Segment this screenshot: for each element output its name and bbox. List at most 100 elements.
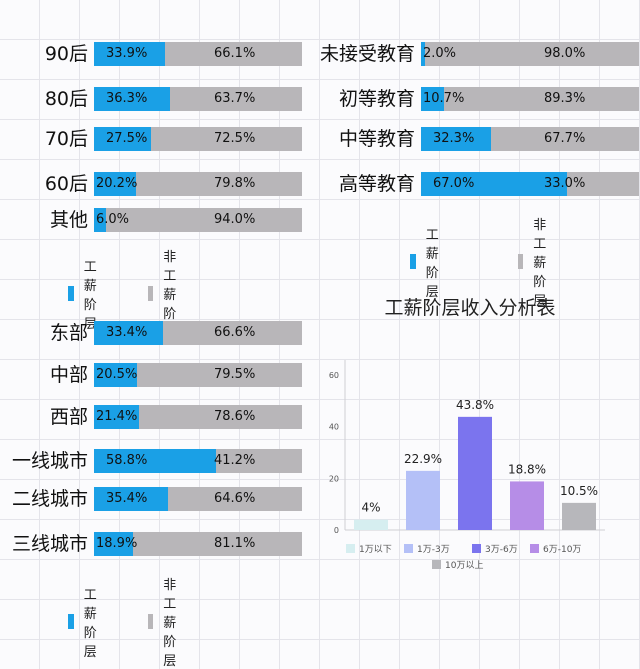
bar-segment-pay: [94, 532, 134, 556]
bar-segment-non: [106, 208, 302, 232]
bar-value-non: 66.1%: [214, 46, 256, 61]
stacked-bar: 21.4% 78.6%: [94, 405, 302, 429]
region-legend: 工薪阶层 非工薪阶层: [68, 574, 188, 669]
bar-value-non: 98.0%: [544, 46, 586, 61]
bar-segment-non: [151, 127, 302, 151]
education-legend: 工薪阶层 非工薪阶层: [410, 214, 558, 309]
bar-segment-pay: [94, 405, 139, 429]
stacked-bar: 20.2% 79.8%: [94, 172, 302, 196]
legend-swatch-non: [147, 286, 154, 301]
stacked-bar: 2.0% 98.0%: [421, 42, 639, 66]
legend-label-non: 非工薪阶层: [163, 578, 177, 669]
bar-segment-non: [425, 42, 639, 66]
income-legend-swatch: [404, 544, 413, 553]
bar-segment-non: [491, 127, 639, 151]
income-chart: 0 20 40 60 4% 22.9% 43.8% 18.8% 10.5% 1万以下 1万-3万 3万…: [329, 360, 605, 571]
income-chart-title: 工薪阶层收入分析表: [384, 297, 556, 319]
income-legend-label: 1万-3万: [417, 545, 450, 555]
bar-value-pay: 35.4%: [106, 491, 148, 506]
bar-value-pay: 10.7%: [423, 91, 465, 106]
bar-segment-pay: [421, 127, 492, 151]
legend-label-pay: 工薪阶层: [83, 587, 97, 660]
income-bar-value: 18.8%: [508, 462, 546, 476]
bar-segment-non: [136, 172, 302, 196]
bar-segment-pay: [94, 487, 168, 511]
bar-segment-pay: [94, 42, 165, 66]
income-bar: [562, 502, 596, 530]
bar-row: 90后 33.9% 66.1%: [45, 42, 302, 66]
bar-segment-pay: [94, 127, 152, 151]
bar-row: 其他 6.0% 94.0%: [50, 208, 302, 232]
row-label: 东部: [49, 322, 88, 344]
row-label: 中部: [49, 364, 88, 386]
bar-segment-pay: [94, 87, 170, 111]
row-label: 未接受教育: [319, 43, 415, 65]
bar-segment-pay: [421, 87, 445, 111]
bar-row: 东部 33.4% 66.6%: [50, 321, 302, 345]
bar-value-pay: 18.9%: [96, 536, 138, 551]
stacked-bar: 33.9% 66.1%: [94, 42, 302, 66]
income-bar: [406, 470, 440, 530]
bar-row: 二线城市 35.4% 64.6%: [12, 487, 302, 511]
bar-row: 高等教育 67.0% 33.0%: [339, 172, 639, 196]
income-bar-value: 10.5%: [560, 484, 598, 498]
stacked-bar: 27.5% 72.5%: [94, 127, 302, 151]
bar-row: 中部 20.5% 79.5%: [50, 363, 302, 387]
row-label: 90后: [44, 43, 88, 65]
bar-value-non: 89.3%: [544, 91, 586, 106]
income-legend-label: 6万-10万: [543, 545, 581, 555]
income-bar: [354, 519, 388, 530]
bar-segment-pay: [94, 449, 217, 473]
income-legend-swatch: [530, 544, 539, 553]
income-legend-swatch: [472, 544, 481, 553]
bar-value-non: 94.0%: [214, 212, 256, 227]
bar-row: 60后 20.2% 79.8%: [45, 172, 302, 196]
stacked-bar: 20.5% 79.5%: [94, 363, 302, 387]
bar-segment-pay: [421, 42, 426, 66]
bar-value-non: 41.2%: [214, 453, 256, 468]
bar-segment-non: [138, 405, 302, 429]
legend-swatch-non: [147, 614, 154, 629]
y-tick-label: 20: [329, 474, 339, 483]
bar-segment-non: [444, 87, 639, 111]
bar-segment-non: [163, 321, 302, 345]
income-legend-swatch: [346, 544, 355, 553]
income-legend-label: 10万以上: [445, 560, 483, 571]
bar-segment-non: [167, 487, 302, 511]
stacked-bar: 58.8% 41.2%: [94, 449, 302, 473]
bar-segment-pay: [94, 172, 137, 196]
bar-segment-non: [164, 42, 302, 66]
bar-segment-non: [133, 532, 302, 556]
bar-value-pay: 20.2%: [96, 176, 138, 191]
row-label: 60后: [44, 173, 88, 195]
bar-value-pay: 33.9%: [106, 46, 148, 61]
bar-segment-pay: [94, 208, 107, 232]
bar-value-non: 81.1%: [214, 536, 256, 551]
stacked-bar: 18.9% 81.1%: [94, 532, 302, 556]
bar-segment-non: [169, 87, 302, 111]
income-bar: [458, 416, 492, 530]
row-label: 其他: [49, 209, 88, 231]
row-label: 中等教育: [338, 128, 415, 150]
bar-value-pay: 32.3%: [433, 131, 475, 146]
bar-value-pay: 20.5%: [96, 367, 138, 382]
income-bar-value: 22.9%: [404, 452, 442, 466]
bar-row: 西部 21.4% 78.6%: [50, 405, 302, 429]
bar-value-pay: 67.0%: [433, 176, 475, 191]
bar-value-pay: 6.0%: [96, 212, 130, 227]
row-label: 高等教育: [338, 173, 415, 195]
income-bar: [510, 481, 544, 530]
bar-segment-pay: [94, 363, 137, 387]
income-legend-label: 1万以下: [359, 545, 392, 555]
stacked-bar: 6.0% 94.0%: [94, 208, 302, 232]
bar-segment-pay: [421, 172, 568, 196]
bar-segment-non: [136, 363, 302, 387]
bar-value-non: 79.5%: [214, 367, 256, 382]
row-label: 初等教育: [338, 88, 415, 110]
y-tick-label: 0: [334, 526, 339, 535]
stacked-bar: 32.3% 67.7%: [421, 127, 639, 151]
stacked-bar: 67.0% 33.0%: [421, 172, 639, 196]
stacked-bar: 10.7% 89.3%: [421, 87, 639, 111]
bar-row: 三线城市 18.9% 81.1%: [12, 532, 302, 556]
bar-value-non: 79.8%: [214, 176, 256, 191]
